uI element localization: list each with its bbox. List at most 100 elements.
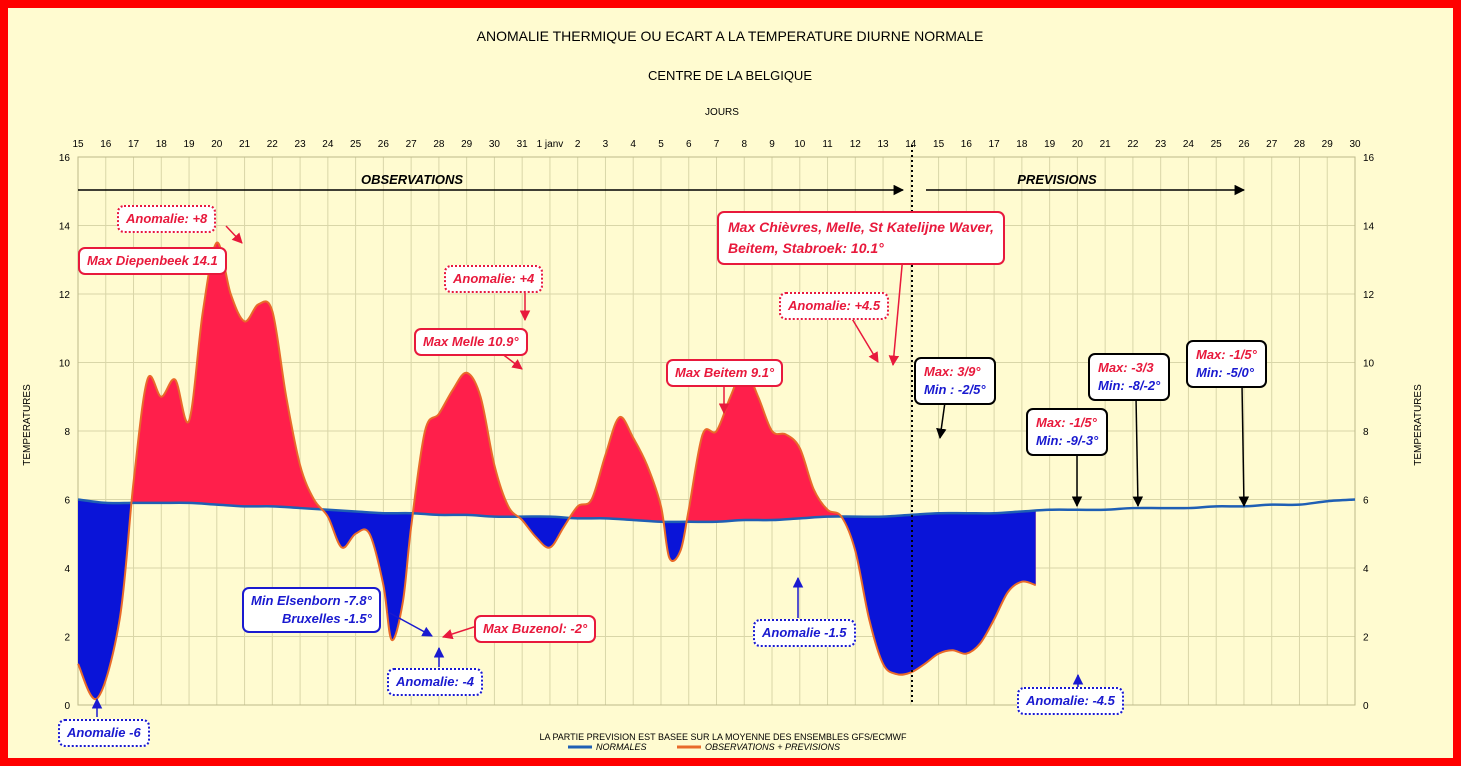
chart-decorations: OBSERVATIONS PREVISIONS [78,145,1250,717]
x-tick-label: 28 [433,139,445,150]
annotation-anomaly-plus-4: Anomalie: +4 [444,265,544,293]
warm-anomaly-area [78,242,1036,700]
y-tick-label-left: 16 [59,153,71,164]
forecast-box-1: Max: 3/9° Min : -2/5° [914,357,996,405]
x-tick-label: 24 [322,139,334,150]
pointer-anomaly-4-5 [847,311,879,363]
y-axis-label-left: TEMPERATURES [22,384,33,466]
x-tick-label: 25 [1211,139,1223,150]
y-tick-label-left: 2 [64,633,70,644]
x-tick-label: 11 [822,139,833,150]
x-tick-label: 5 [658,139,664,150]
y-tick-label-left: 0 [64,701,70,712]
x-tick-label: 21 [1100,139,1112,150]
forecast-box-2: Max: -1/5° Min: -9/-3° [1026,408,1109,456]
y-tick-label-right: 4 [1363,564,1369,575]
x-tick-label: 2 [575,139,581,150]
x-tick-label: 18 [156,139,168,150]
x-tick-label: 28 [1294,139,1306,150]
annotation-max-beitem: Max Beitem 9.1° [666,359,784,387]
pointer-anomaly-8 [225,225,243,244]
x-tick-label: 26 [1238,139,1250,150]
y-tick-label-right: 16 [1363,153,1375,164]
forecast-box-1-max: Max: 3/9° [924,364,981,379]
annotation-max-buzenol: Max Buzenol: -2° [474,615,597,643]
x-tick-label: 7 [714,139,720,150]
annotation-max-chievres-line1: Max Chièvres, Melle, St Katelijne Waver, [728,219,994,235]
footnote: LA PARTIE PREVISION EST BASEE SUR LA MOY… [539,732,907,742]
y-tick-label-left: 6 [64,496,70,507]
y-tick-label-left: 12 [59,290,71,301]
x-tick-label: 31 [517,139,529,150]
y-tick-label-left: 10 [59,359,71,370]
forecast-box-4: Max: -1/5° Min: -5/0° [1186,340,1267,388]
annotation-min-elsenborn-line2: Bruxelles -1.5° [282,611,372,626]
x-tick-label: 27 [406,139,418,150]
x-tick-label: 15 [933,139,945,150]
annotation-anomaly-minus-4-5: Anomalie: -4.5 [1017,687,1124,715]
x-tick-label: 23 [1155,139,1167,150]
legend-label-normales: NORMALES [596,742,647,752]
chart-subtitle: CENTRE DE LA BELGIQUE [648,68,812,83]
x-tick-label: 20 [1072,139,1084,150]
y-tick-label-right: 14 [1363,222,1375,233]
x-tick-label: 8 [741,139,747,150]
x-tick-label: 4 [630,139,636,150]
legend-label-observations: OBSERVATIONS + PREVISIONS [705,742,840,752]
x-tick-label: 22 [1127,139,1139,150]
forecast-box-3-max: Max: -3/3 [1098,360,1154,375]
x-tick-label: 24 [1183,139,1195,150]
x-tick-label: 29 [461,139,473,150]
x-tick-label: 18 [1016,139,1028,150]
series-lines [77,241,1356,701]
axis-ticks: 15 16 17 18 19 20 21 22 23 24 25 26 27 28 29 30 31 1 janv… [59,139,1375,712]
pointer-max-buzenol [442,625,478,640]
chart-title: ANOMALIE THERMIQUE OU ECART A LA TEMPERA… [477,28,984,44]
annotation-min-elsenborn-line1: Min Elsenborn -7.8° [251,593,372,608]
annotation-max-diepenbeek: Max Diepenbeek 14.1 [78,247,227,275]
pointer-forecast-3 [1132,396,1144,508]
forecast-box-3: Max: -3/3 Min: -8/-2° [1088,353,1171,401]
x-tick-label: 29 [1322,139,1334,150]
x-tick-label: 30 [489,139,501,150]
annotation-anomaly-minus-1-5: Anomalie -1.5 [753,619,856,647]
x-tick-label: 20 [211,139,223,150]
x-tick-label: 6 [686,139,692,150]
x-tick-label: 22 [267,139,279,150]
forecast-box-1-min: Min : -2/5° [924,382,986,397]
forecast-box-2-max: Max: -1/5° [1036,415,1097,430]
x-tick-label: 15 [72,139,84,150]
y-tick-label-right: 10 [1363,359,1375,370]
forecast-box-4-min: Min: -5/0° [1196,365,1254,380]
forecast-box-2-min: Min: -9/-3° [1036,433,1099,448]
pointer-min-elsenborn [387,611,433,637]
x-tick-label: 19 [1044,139,1056,150]
y-tick-label-left: 8 [64,427,70,438]
y-tick-label-right: 2 [1363,633,1369,644]
x-tick-label: 9 [769,139,775,150]
x-axis-label: JOURS [705,107,739,118]
pointer-max-chievres [888,254,904,367]
y-axis-label-right: TEMPERATURES [1413,384,1424,466]
annotation-anomaly-plus-4-5: Anomalie: +4.5 [779,292,890,320]
forecast-box-4-max: Max: -1/5° [1196,347,1257,362]
y-tick-label-right: 8 [1363,427,1369,438]
annotation-min-elsenborn: Min Elsenborn -7.8° Bruxelles -1.5° [242,587,381,633]
series-line-normales [77,498,1356,524]
y-tick-label-right: 12 [1363,290,1375,301]
x-tick-label: 26 [378,139,390,150]
annotation-anomaly-minus-4: Anomalie: -4 [387,668,484,696]
x-tick-label: 30 [1349,139,1361,150]
annotation-max-chievres: Max Chièvres, Melle, St Katelijne Waver,… [717,211,1005,265]
x-tick-label: 27 [1266,139,1278,150]
x-tick-label: 3 [603,139,609,150]
annotation-anomaly-minus-6: Anomalie -6 [58,719,150,747]
pointer-forecast-4 [1238,384,1250,508]
x-tick-label: 13 [878,139,890,150]
anomaly-areas [78,242,1036,700]
x-tick-label: 10 [794,139,806,150]
annotation-max-melle: Max Melle 10.9° [414,328,528,356]
x-tick-label: 23 [295,139,307,150]
x-tick-label: 12 [850,139,862,150]
annotation-max-chievres-line2: Beitem, Stabroek: 10.1° [728,240,884,256]
